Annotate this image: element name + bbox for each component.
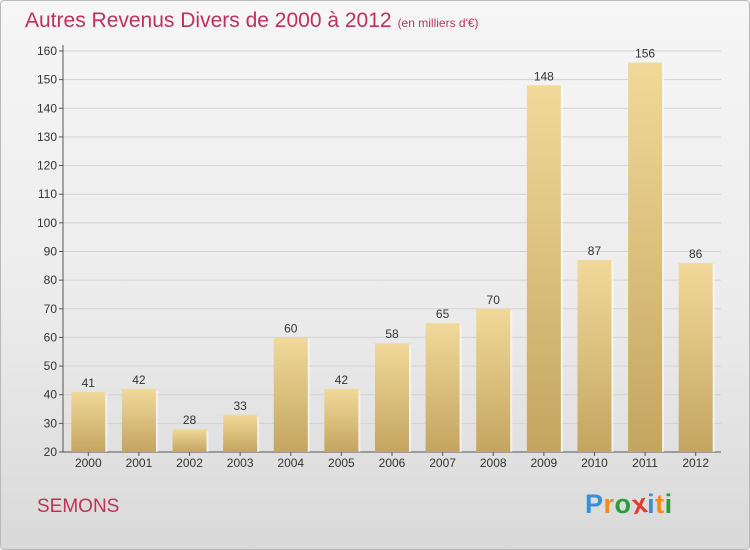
- bar-2012: [678, 262, 713, 452]
- value-label: 86: [689, 247, 703, 261]
- bar-2002: [172, 429, 207, 452]
- value-label: 148: [534, 69, 554, 83]
- bar-2003: [223, 414, 258, 452]
- bar-2000: [71, 391, 106, 452]
- place-name: SEMONS: [37, 496, 120, 517]
- y-tick-label: 50: [44, 359, 58, 373]
- x-tick-label: 2003: [227, 456, 254, 470]
- value-label: 41: [82, 376, 96, 390]
- chart-subtitle: (en milliers d'€): [397, 16, 479, 30]
- y-tick-label: 130: [37, 130, 57, 144]
- bar-2009: [526, 85, 561, 452]
- bars: [71, 62, 715, 452]
- y-tick-label: 30: [44, 416, 58, 430]
- x-tick-label: 2011: [632, 456, 658, 470]
- bar-2010: [577, 260, 612, 452]
- y-tick-label: 150: [37, 73, 57, 87]
- y-tick-label: 100: [37, 216, 57, 230]
- logo-letter: i: [647, 489, 656, 519]
- x-tick-label: 2010: [581, 456, 608, 470]
- logo-letter: t: [655, 489, 665, 519]
- x-tick-label: 2004: [277, 456, 304, 470]
- logo-letter: o: [614, 489, 632, 519]
- x-tick-label: 2009: [530, 456, 557, 470]
- chart-title: Autres Revenus Divers de 2000 à 2012 (en …: [25, 9, 479, 33]
- y-tick-label: 40: [44, 388, 58, 402]
- bar-2004: [273, 337, 308, 452]
- value-label: 87: [588, 244, 602, 258]
- y-tick-label: 160: [37, 44, 57, 58]
- chart-title-text: Autres Revenus Divers de 2000 à 2012: [25, 9, 392, 32]
- x-tick-label: 2008: [480, 456, 507, 470]
- value-label: 58: [385, 327, 399, 341]
- x-tick-label: 2007: [429, 456, 456, 470]
- bar-2001: [121, 388, 156, 452]
- bar-2008: [476, 308, 511, 452]
- labels: 20 30 40 50 60 70 80 90 100 110 120 130 140 150 160 200…: [37, 44, 709, 470]
- value-label: 33: [233, 399, 247, 413]
- value-label: 156: [635, 46, 655, 60]
- value-label: 65: [436, 307, 450, 321]
- x-tick-label: 2012: [682, 456, 709, 470]
- logo-letter: r: [603, 489, 615, 519]
- bar-2005: [324, 388, 359, 452]
- proxiti-logo: Proxiti: [585, 488, 673, 520]
- y-tick-label: 110: [38, 187, 57, 201]
- x-tick-label: 2002: [176, 456, 203, 470]
- x-tick-label: 2005: [328, 456, 355, 470]
- value-label: 60: [284, 321, 298, 335]
- y-tick-label: 90: [44, 245, 58, 259]
- bar-2007: [425, 323, 460, 452]
- bar-2006: [375, 343, 409, 452]
- y-tick-label: 20: [44, 445, 58, 459]
- y-tick-label: 120: [37, 159, 57, 173]
- y-tick-label: 80: [44, 273, 58, 287]
- x-tick-label: 2000: [75, 456, 102, 470]
- x-tick-label: 2001: [126, 456, 153, 470]
- y-tick-label: 140: [37, 101, 57, 115]
- logo-letter: i: [664, 489, 673, 519]
- value-label: 42: [132, 373, 146, 387]
- y-tick-label: 60: [44, 330, 58, 344]
- value-label: 42: [335, 373, 349, 387]
- x-tick-label: 2006: [379, 456, 406, 470]
- y-tick-label: 70: [44, 302, 58, 316]
- value-label: 70: [487, 293, 501, 307]
- logo-letter: P: [585, 489, 604, 519]
- value-label: 28: [183, 413, 197, 427]
- bar-2011: [628, 62, 663, 452]
